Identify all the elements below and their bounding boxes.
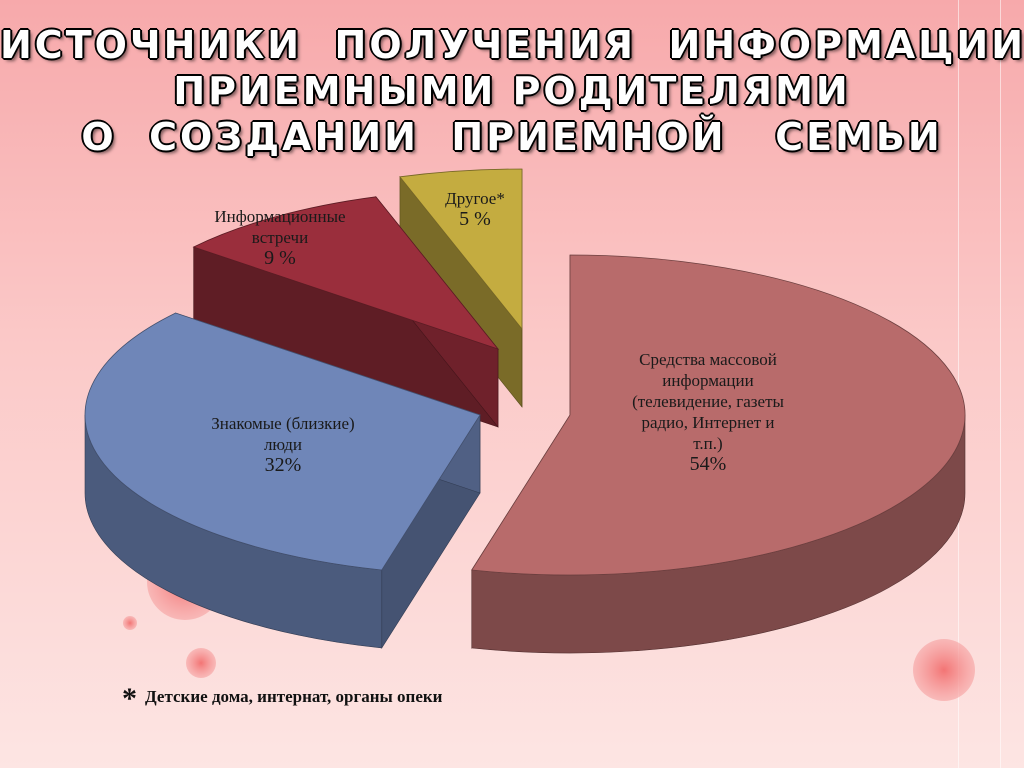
- title-line-1: ИСТОЧНИКИ ПОЛУЧЕНИЯ ИНФОРМАЦИИ: [0, 23, 1024, 67]
- label-acquaintances-value: 32%: [264, 454, 302, 476]
- label-other-line-1: Другое*: [445, 189, 505, 208]
- footnote-marker: *: [122, 682, 137, 715]
- label-acquaintances: Знакомые (близкие) люди 32%: [178, 413, 388, 476]
- label-acquaintances-line-2: люди: [263, 435, 303, 454]
- decor-circle-4: [123, 616, 137, 630]
- title-line-3: О СОЗДАНИИ ПРИЕМНОЙ СЕМЬИ: [81, 115, 943, 159]
- frame-line-left: [958, 0, 959, 768]
- slice-info-meetings: [192, 196, 500, 350]
- slide-title: ИСТОЧНИКИ ПОЛУЧЕНИЯ ИНФОРМАЦИИ ПРИЕМНЫМИ…: [0, 22, 1024, 160]
- label-mass-media-line-1: Средства массовой: [639, 350, 777, 369]
- label-other: Другое* 5 %: [410, 188, 540, 230]
- decor-circle-5: [913, 639, 975, 701]
- frame-line-right: [1000, 0, 1001, 768]
- slice-mass-media: [471, 254, 966, 576]
- label-info-meetings-value: 9 %: [264, 247, 296, 269]
- label-other-value: 5 %: [459, 208, 491, 230]
- slice-acquaintances: [84, 312, 481, 571]
- label-info-meetings: Информационные встречи 9 %: [180, 206, 380, 269]
- title-line-2: ПРИЕМНЫМИ РОДИТЕЛЯМИ: [173, 69, 851, 113]
- label-acquaintances-line-1: Знакомые (близкие): [211, 414, 355, 433]
- slice-other: [399, 168, 523, 331]
- label-info-meetings-line-2: встречи: [251, 228, 309, 247]
- footnote-text: Детские дома, интернат, органы опеки: [145, 687, 443, 706]
- label-mass-media-value: 54%: [689, 453, 727, 475]
- label-mass-media-line-2: информации: [662, 371, 754, 390]
- footnote: * Детские дома, интернат, органы опеки: [122, 682, 442, 716]
- label-mass-media-line-3: (телевидение, газеты: [632, 392, 784, 411]
- decor-circle-3: [186, 648, 216, 678]
- label-mass-media: Средства массовой информации (телевидени…: [570, 349, 846, 475]
- label-mass-media-line-4: радио, Интернет и: [641, 413, 775, 432]
- label-mass-media-line-5: т.п.): [693, 434, 723, 453]
- label-info-meetings-line-1: Информационные: [214, 207, 346, 226]
